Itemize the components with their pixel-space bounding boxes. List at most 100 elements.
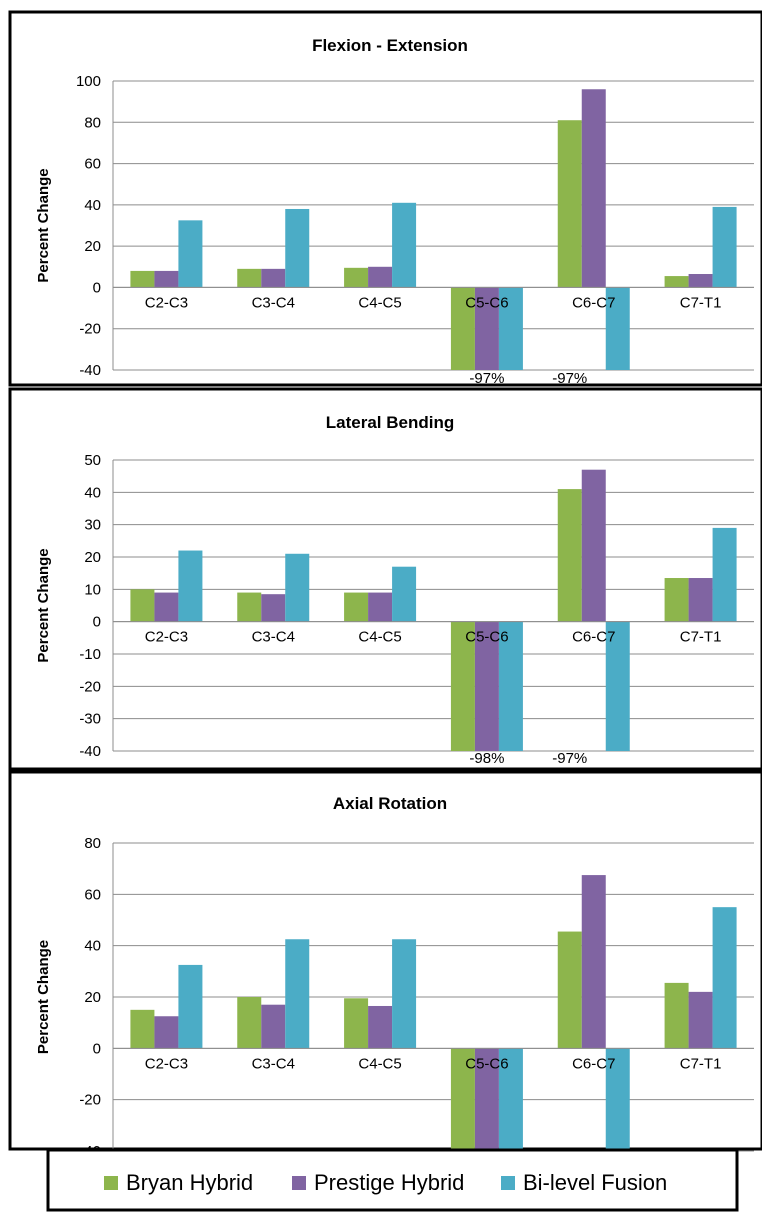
y-tick-label: -40: [79, 362, 101, 379]
category-label: C7-T1: [680, 294, 722, 311]
y-tick-label: 20: [84, 549, 101, 566]
bar-c7-t1-series-1: [664, 276, 689, 288]
bar-c5-c6-series-3: [498, 1048, 523, 1151]
bar-c2-c3-series-1: [130, 270, 155, 288]
y-tick-label: -20: [79, 1092, 101, 1109]
y-axis-label: Percent Change: [35, 548, 52, 662]
chart-title: Axial Rotation: [333, 794, 447, 813]
y-tick-label: 50: [84, 452, 101, 469]
bar-c5-c6-series-1: [450, 1048, 475, 1151]
y-axis-label: Percent Change: [35, 940, 52, 1054]
y-tick-label: 10: [84, 581, 101, 598]
legend-swatch: [501, 1176, 515, 1190]
category-label: C5-C6: [465, 629, 508, 646]
category-label: C2-C3: [145, 1055, 188, 1072]
bar-c3-c4-series-2: [261, 268, 286, 288]
annotation-label: -97%: [552, 750, 587, 767]
annotation-label: -97%: [469, 370, 504, 387]
chart-panel-1: Flexion - Extension Percent Change -40 -20 0…: [8, 10, 762, 387]
chart-panel-2: Lateral Bending Percent Change -40 -30 -20 -1…: [8, 387, 762, 771]
bar-c3-c4-series-1: [237, 592, 262, 622]
y-tick-label: 0: [93, 1040, 101, 1057]
bar-c6-c7-series-1: [557, 120, 582, 288]
annotation-label: -98%: [469, 750, 504, 767]
category-label: C4-C5: [358, 629, 401, 646]
y-tick-label: 20: [84, 989, 101, 1006]
y-tick-label: -10: [79, 646, 101, 663]
bar-c5-c6-series-1: [450, 287, 475, 370]
bar-c3-c4-series-1: [237, 997, 262, 1049]
y-tick-label: 40: [84, 484, 101, 501]
y-tick-label: -40: [79, 743, 101, 760]
bar-c3-c4-series-3: [285, 553, 310, 622]
panel-frame: [8, 10, 762, 387]
category-label: C3-C4: [252, 1055, 295, 1072]
bar-c6-c7-series-3: [605, 1048, 630, 1151]
category-label: C5-C6: [465, 1055, 508, 1072]
bar-c3-c4-series-3: [285, 208, 310, 288]
y-tick-label: 40: [84, 938, 101, 955]
bar-c6-c7-series-3: [605, 621, 630, 751]
category-label: C6-C7: [572, 629, 615, 646]
legend: Bryan Hybrid Prestige Hybrid Bi-level Fusi…: [46, 1148, 739, 1212]
bar-c6-c7-series-3: [605, 287, 630, 370]
y-tick-label: 60: [84, 156, 101, 173]
y-tick-label: 30: [84, 517, 101, 534]
bar-c3-c4-series-3: [285, 939, 310, 1049]
category-label: C2-C3: [145, 294, 188, 311]
panel-frame: [8, 770, 762, 1151]
bar-c2-c3-series-2: [154, 592, 179, 622]
bar-c4-c5-series-1: [344, 998, 369, 1049]
bar-c2-c3-series-1: [130, 589, 155, 622]
bar-c7-t1-series-3: [712, 527, 737, 622]
bar-c7-t1-series-1: [664, 982, 689, 1049]
y-axis-label: Percent Change: [35, 168, 52, 282]
bar-c7-t1-series-2: [688, 991, 713, 1049]
bar-c4-c5-series-1: [344, 592, 369, 622]
bar-c5-c6-series-1: [450, 621, 475, 751]
chart-title: Lateral Bending: [326, 413, 454, 432]
bar-c4-c5-series-3: [392, 939, 417, 1049]
category-label: C3-C4: [252, 294, 295, 311]
y-tick-label: 80: [84, 114, 101, 131]
bar-c6-c7-series-1: [557, 489, 582, 622]
bar-c3-c4-series-2: [261, 1004, 286, 1049]
y-tick-label: 40: [84, 197, 101, 214]
bar-c5-c6-series-2: [474, 1048, 499, 1151]
bar-c6-c7-series-2: [581, 875, 606, 1049]
y-tick-label: -20: [79, 321, 101, 338]
bar-c2-c3-series-2: [154, 1016, 179, 1049]
bar-c2-c3-series-3: [178, 220, 203, 288]
bar-c5-c6-series-3: [498, 287, 523, 370]
y-tick-label: 100: [76, 73, 101, 90]
y-tick-label: 20: [84, 238, 101, 255]
category-label: C3-C4: [252, 629, 295, 646]
bar-c5-c6-series-2: [474, 287, 499, 370]
bar-c7-t1-series-2: [688, 274, 713, 288]
category-label: C6-C7: [572, 294, 615, 311]
legend-swatch: [104, 1176, 118, 1190]
legend-swatch: [292, 1176, 306, 1190]
legend-label: Bi-level Fusion: [523, 1170, 667, 1195]
panel-frame: [8, 387, 762, 771]
y-tick-label: 0: [93, 614, 101, 631]
y-tick-label: 80: [84, 835, 101, 852]
bar-c4-c5-series-3: [392, 566, 417, 622]
bar-c5-c6-series-3: [498, 621, 523, 751]
category-label: C7-T1: [680, 1055, 722, 1072]
y-tick-label: -20: [79, 678, 101, 695]
bar-c2-c3-series-2: [154, 270, 179, 288]
bar-c7-t1-series-1: [664, 578, 689, 622]
y-tick-label: 60: [84, 886, 101, 903]
bar-c7-t1-series-3: [712, 907, 737, 1049]
bar-c2-c3-series-3: [178, 964, 203, 1049]
bar-c6-c7-series-1: [557, 931, 582, 1049]
annotation-label: -97%: [552, 370, 587, 387]
bar-c7-t1-series-2: [688, 578, 713, 622]
bar-c6-c7-series-2: [581, 89, 606, 288]
bar-c6-c7-series-2: [581, 469, 606, 622]
bar-c4-c5-series-2: [368, 1005, 393, 1049]
bar-c2-c3-series-3: [178, 550, 203, 622]
